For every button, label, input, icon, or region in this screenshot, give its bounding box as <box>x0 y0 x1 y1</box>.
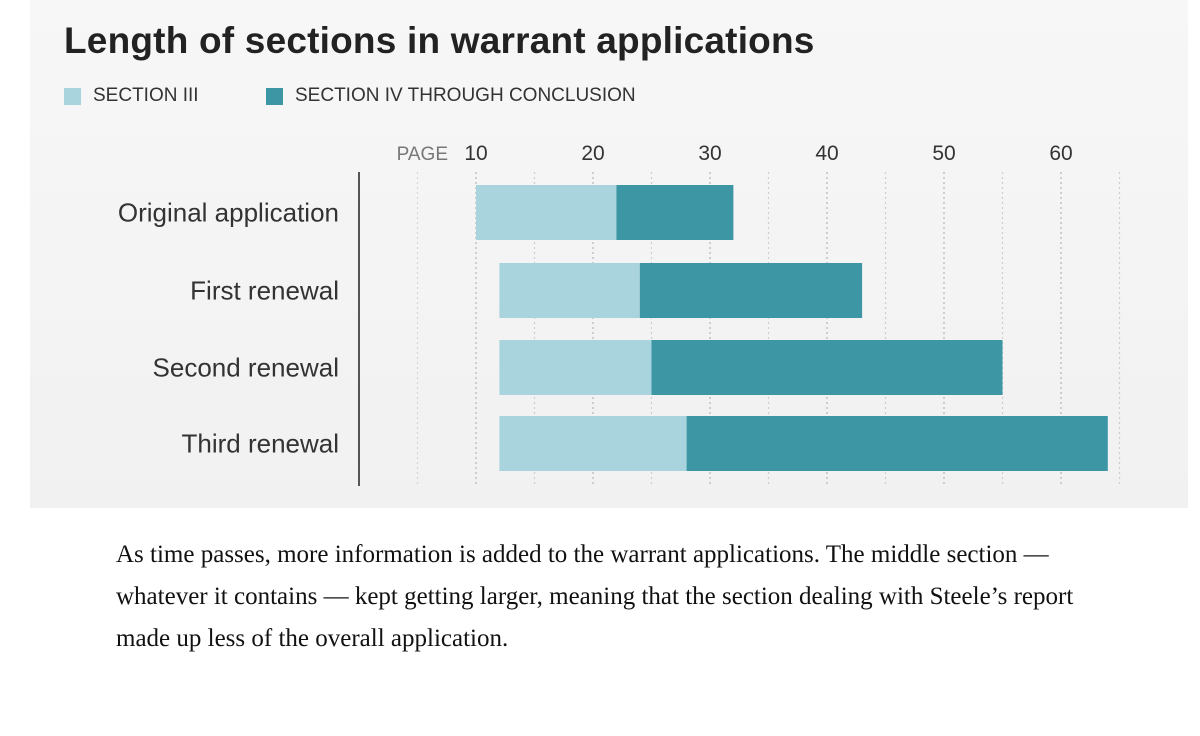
category-label: Third renewal <box>181 429 339 459</box>
legend-label-section-iii: SECTION III <box>93 85 199 106</box>
chart-title: Length of sections in warrant applicatio… <box>64 20 815 61</box>
bar-section-iv <box>616 185 734 240</box>
caption-text: As time passes, more information is adde… <box>116 541 1074 652</box>
axis-prefix-label: PAGE <box>397 144 448 165</box>
x-tick-label: 10 <box>464 142 487 165</box>
category-label: Second renewal <box>153 353 339 383</box>
bar-section-iii <box>499 340 652 395</box>
x-tick-label: 40 <box>815 142 838 165</box>
legend-item-section-iv: SECTION IV THROUGH CONCLUSION <box>266 84 636 108</box>
x-tick-label: 50 <box>932 142 955 165</box>
bar-section-iii <box>499 416 687 471</box>
x-tick-label: 30 <box>698 142 721 165</box>
bar-chart: PAGE 10 20 30 40 50 60 Original application Firs… <box>118 142 1121 486</box>
category-label: Original application <box>118 198 339 228</box>
bar-section-iv <box>639 263 863 318</box>
x-tick-label: 20 <box>581 142 604 165</box>
x-tick-label: 60 <box>1049 142 1072 165</box>
legend-swatch-section-iii <box>64 87 81 105</box>
legend-item-section-iii: SECTION III <box>64 84 199 108</box>
category-label: First renewal <box>190 276 339 306</box>
bar-section-iii <box>476 185 617 240</box>
legend-label-section-iv: SECTION IV THROUGH CONCLUSION <box>295 85 636 106</box>
bar-section-iii <box>499 263 640 318</box>
bar-section-iv <box>686 416 1108 471</box>
legend-swatch-section-iv <box>266 87 283 105</box>
bar-section-iv <box>651 340 1003 395</box>
